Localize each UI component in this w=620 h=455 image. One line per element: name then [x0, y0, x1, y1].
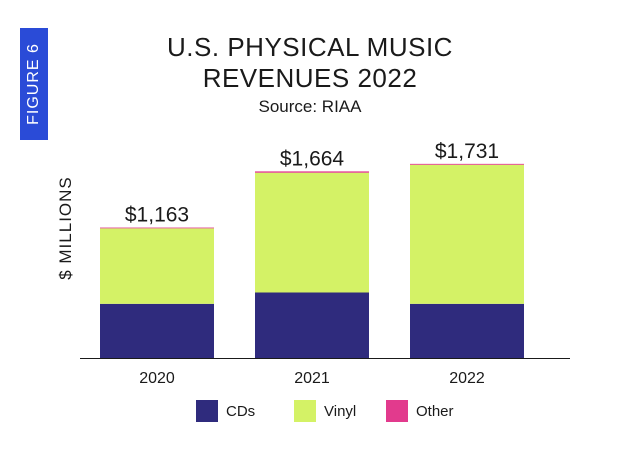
legend-label-vinyl: Vinyl [324, 402, 357, 420]
legend-label-cds: CDs [226, 402, 256, 420]
bar-other-2021 [255, 171, 369, 173]
chart-title-line1: U.S. PHYSICAL MUSIC [167, 32, 453, 62]
bar-other-2020 [100, 227, 214, 229]
legend-item-other: Other [386, 400, 454, 422]
bar-vinyl-2020 [100, 228, 214, 304]
bar-vinyl-2022 [410, 164, 524, 304]
total-label-2022: $1,731 [435, 140, 499, 163]
legend-label-other: Other [416, 402, 454, 420]
legend-swatch-vinyl [294, 400, 316, 422]
total-label-2020: $1,163 [125, 204, 189, 227]
bar-cds-2020 [100, 303, 214, 358]
total-label-2021: $1,664 [280, 147, 345, 170]
chart-title: U.S. PHYSICAL MUSIC REVENUES 2022 [150, 32, 470, 94]
legend-swatch-cds [196, 400, 218, 422]
legend-item-vinyl: Vinyl [294, 400, 356, 422]
legend-swatch-other [386, 400, 408, 422]
bar-cds-2021 [255, 292, 369, 358]
bar-other-2022 [410, 163, 524, 165]
x-tick-label-2020: 2020 [139, 370, 175, 387]
legend: CDs Vinyl Other [0, 400, 620, 426]
x-tick-label-2021: 2021 [294, 370, 330, 387]
chart-title-line2: REVENUES 2022 [202, 63, 418, 93]
x-tick-label-2022: 2022 [449, 370, 485, 387]
legend-item-cds: CDs [196, 400, 255, 422]
bar-vinyl-2021 [255, 172, 369, 293]
bar-cds-2022 [410, 303, 524, 358]
chart-subtitle: Source: RIAA [258, 97, 362, 116]
figure-tab: FIGURE 6 [20, 28, 48, 140]
